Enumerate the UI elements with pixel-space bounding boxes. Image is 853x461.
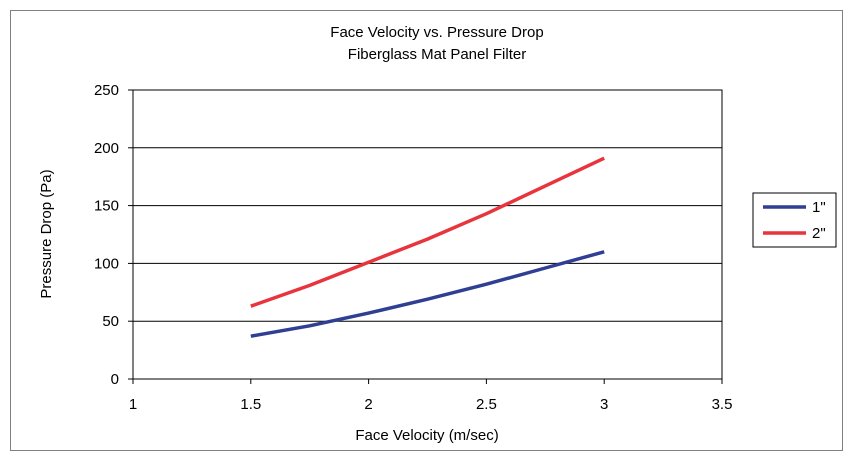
x-tick-label-1: 1 [129,396,137,413]
y-tick-label-50: 50 [102,313,119,330]
plot-area [132,89,723,380]
y-axis-ticks: 0 50 100 150 200 250 [94,82,133,388]
x-tick-label-2: 2 [364,396,372,413]
x-tick-label-3.5: 3.5 [712,396,733,413]
series-line-2in [250,156,605,308]
legend-label-1in: 1" [812,199,826,216]
legend-label-2in: 2" [812,225,826,242]
series-line-1in [250,250,605,338]
y-tick-label-250: 250 [94,82,119,99]
x-tick-label-2.5: 2.5 [476,396,497,413]
y-tick-label-200: 200 [94,140,119,157]
x-axis-ticks: 1 1.5 2 2.5 3 3.5 [129,379,733,413]
x-tick-label-3: 3 [600,396,608,413]
chart-subtitle: Fiberglass Mat Panel Filter [348,46,526,63]
legend-box [752,192,837,248]
gridlines [133,147,722,322]
chart-title: Face Velocity vs. Pressure Drop [330,24,543,41]
y-tick-label-100: 100 [94,255,119,272]
x-axis-label: Face Velocity (m/sec) [355,427,498,444]
y-tick-label-0: 0 [111,371,119,388]
y-axis-label: Pressure Drop (Pa) [38,169,55,298]
legend: 1" 2" [752,192,837,248]
x-tick-label-1.5: 1.5 [240,396,261,413]
y-tick-label-150: 150 [94,198,119,215]
series-lines [250,156,605,338]
